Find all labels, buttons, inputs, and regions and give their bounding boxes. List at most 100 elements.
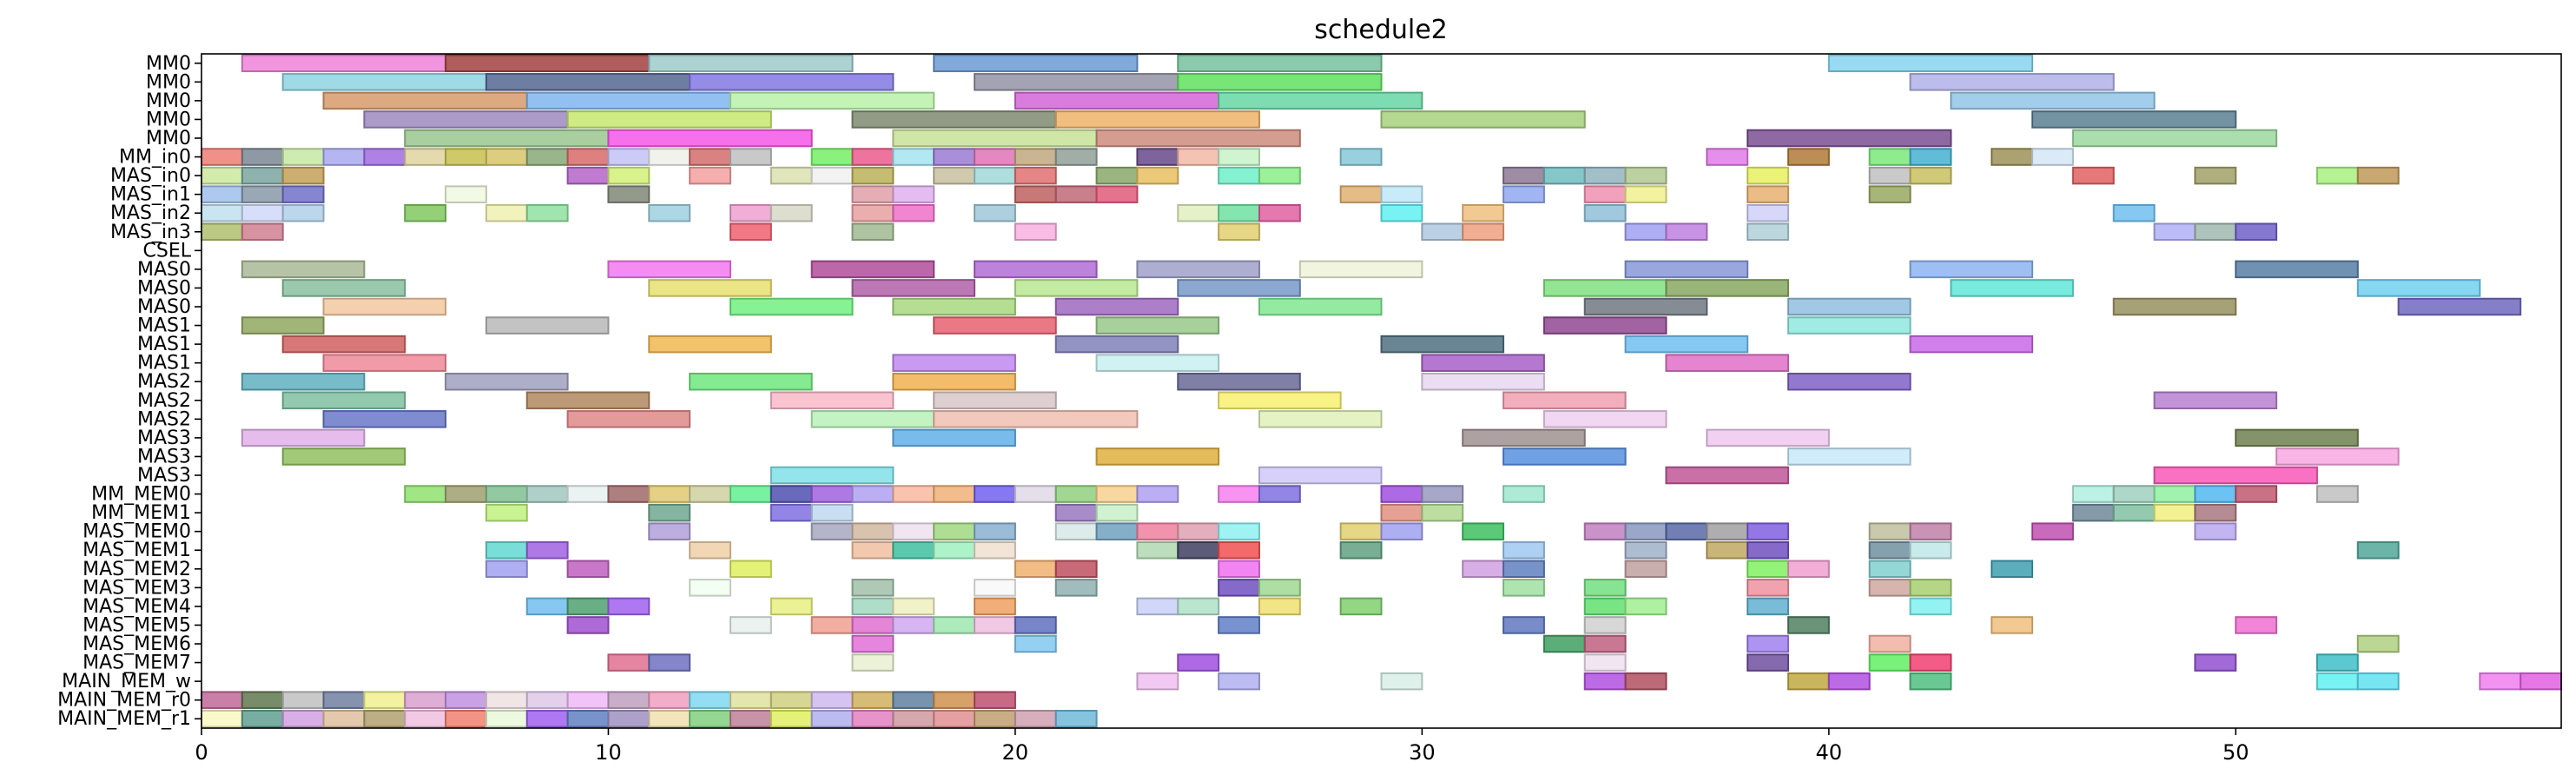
task-bar: [2194, 485, 2237, 503]
task-bar: [892, 485, 935, 503]
task-bar: [933, 148, 976, 166]
task-bar: [241, 222, 284, 242]
task-bar: [525, 709, 569, 728]
task-bar: [2112, 297, 2237, 316]
task-bar: [2520, 672, 2563, 691]
task-bar: [1991, 616, 2034, 634]
task-bar: [1218, 522, 1260, 540]
task-bar: [769, 391, 895, 410]
task-bar: [2153, 485, 2196, 503]
y-tick-label: MAS2: [137, 390, 191, 412]
task-bar: [1380, 335, 1505, 354]
task-bar: [729, 297, 854, 316]
task-bar: [933, 616, 976, 634]
task-bar: [322, 354, 447, 372]
task-bar: [607, 148, 651, 166]
task-bar: [2031, 148, 2074, 166]
task-bar: [363, 110, 569, 129]
task-bar: [525, 391, 651, 410]
task-bar: [689, 148, 731, 166]
task-bar: [1177, 540, 1220, 560]
task-bar: [1136, 522, 1179, 540]
task-bar: [1462, 203, 1505, 222]
task-bar: [1258, 579, 1301, 597]
task-bar: [1136, 166, 1179, 185]
task-bar: [1014, 222, 1057, 242]
task-bar: [933, 540, 976, 560]
plot-frame: [201, 53, 2562, 729]
y-tick-label: MM0: [146, 53, 191, 75]
task-bar: [1624, 560, 1668, 579]
task-bar: [648, 335, 772, 354]
task-bar: [974, 166, 1016, 185]
task-bar: [1054, 560, 1098, 579]
task-bar: [1868, 560, 1912, 579]
task-bar: [1747, 634, 1789, 653]
task-bar: [241, 166, 284, 185]
task-bar: [1095, 129, 1301, 148]
task-bar: [445, 691, 487, 709]
task-bar: [1177, 522, 1220, 540]
task-bar: [1787, 297, 1912, 316]
task-bar: [1421, 372, 1545, 391]
task-bar: [2071, 166, 2115, 185]
task-bar: [974, 73, 1179, 91]
task-bar: [892, 522, 935, 540]
task-bar: [648, 522, 691, 540]
task-bar: [485, 540, 528, 560]
y-tick-label: MAS2: [137, 371, 191, 393]
task-bar: [892, 354, 1016, 372]
x-axis: 0 10 20 30 40 50: [195, 728, 2249, 765]
task-bar: [1014, 148, 1057, 166]
task-bar: [892, 372, 1016, 391]
task-bar: [1218, 540, 1260, 560]
task-bar: [1054, 522, 1098, 540]
task-bar: [810, 410, 935, 428]
task-bar: [566, 616, 610, 634]
task-bar: [1421, 485, 1464, 503]
y-tick-label: MAS3: [137, 465, 191, 487]
task-bar: [1218, 222, 1260, 242]
task-bar: [810, 485, 854, 503]
task-bar: [851, 148, 895, 166]
task-bar: [404, 691, 447, 709]
task-bar: [363, 709, 406, 728]
task-bar: [404, 485, 447, 503]
task-bar: [1054, 110, 1260, 129]
task-bar: [689, 540, 731, 560]
task-bar: [892, 428, 1016, 447]
task-bar: [1421, 222, 1464, 242]
task-bar: [2235, 428, 2359, 447]
task-bar: [1054, 148, 1098, 166]
task-bar: [648, 709, 691, 728]
task-bar: [892, 148, 935, 166]
task-bar: [1868, 634, 1912, 653]
task-bar: [729, 203, 772, 222]
task-bar: [933, 54, 1139, 73]
task-bar: [1706, 428, 1830, 447]
task-bar: [2315, 166, 2359, 185]
task-bar: [1665, 466, 1789, 485]
x-tick-label: 20: [1002, 740, 1029, 765]
task-bar: [1462, 560, 1505, 579]
y-tick-label: MM_MEM0: [91, 484, 191, 506]
task-bar: [1747, 653, 1789, 672]
task-bar: [404, 709, 447, 728]
task-bar: [1624, 166, 1668, 185]
task-bar: [1177, 54, 1383, 73]
task-bar: [525, 540, 569, 560]
task-bar: [241, 709, 284, 728]
task-bar: [607, 691, 651, 709]
task-bar: [241, 260, 366, 279]
task-bar: [974, 148, 1016, 166]
task-bar: [1503, 540, 1545, 560]
task-bar: [2194, 166, 2237, 185]
task-bar: [566, 597, 610, 616]
y-tick-label: MM_in0: [119, 147, 191, 169]
task-bar: [201, 691, 243, 709]
task-bar: [1218, 91, 1423, 110]
task-bar: [648, 691, 691, 709]
task-bar: [1542, 634, 1586, 653]
task-bar: [363, 148, 406, 166]
